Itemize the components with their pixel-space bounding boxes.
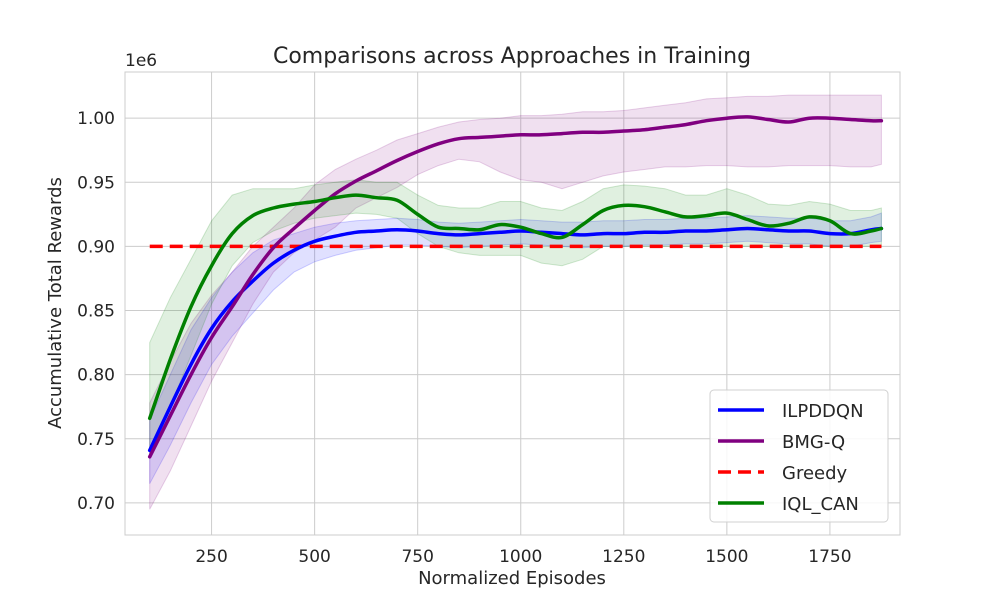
legend: ILPDDQN BMG-Q Greedy IQL_CAN xyxy=(709,389,889,523)
y-tick-label: 0.85 xyxy=(77,302,115,322)
plot-frame xyxy=(124,71,901,536)
x-tick-label: 750 xyxy=(401,547,433,567)
legend-label-bmg-q: BMG-Q xyxy=(782,432,845,453)
x-tick-label: 250 xyxy=(195,547,227,567)
x-tick-label: 1500 xyxy=(705,547,748,567)
line-bmg-q xyxy=(147,115,884,459)
tick-labels: 250 500 750 1000 1250 1500 1750 0.70 0.75 0.80 0.8… xyxy=(77,109,851,567)
y-scale-label: 1e6 xyxy=(125,51,157,71)
legend-label-iql-can: IQL_CAN xyxy=(782,494,859,515)
chart-title: Comparisons across Approaches in Trainin… xyxy=(273,44,751,69)
line-iql-can xyxy=(147,193,884,421)
x-tick-label: 1250 xyxy=(602,547,645,567)
legend-label-greedy: Greedy xyxy=(782,463,848,484)
y-tick-label: 0.95 xyxy=(77,173,115,193)
y-tick-label: 0.75 xyxy=(77,430,115,450)
y-tick-label: 0.70 xyxy=(77,494,115,514)
legend-label-ilpddqn: ILPDDQN xyxy=(782,401,864,422)
y-tick-label: 1.00 xyxy=(77,109,115,129)
series-lines xyxy=(147,115,884,459)
line-ilpddqn xyxy=(147,226,884,453)
x-tick-label: 1000 xyxy=(499,547,542,567)
x-tick-label: 1750 xyxy=(808,547,851,567)
x-axis-label: Normalized Episodes xyxy=(418,568,606,589)
y-axis-label: Accumulative Total Rewards xyxy=(45,177,66,429)
y-tick-label: 0.80 xyxy=(77,366,115,386)
y-tick-label: 0.90 xyxy=(77,237,115,257)
legend-box xyxy=(709,389,889,523)
x-tick-label: 500 xyxy=(298,547,330,567)
band-ilpddqn xyxy=(149,212,882,484)
